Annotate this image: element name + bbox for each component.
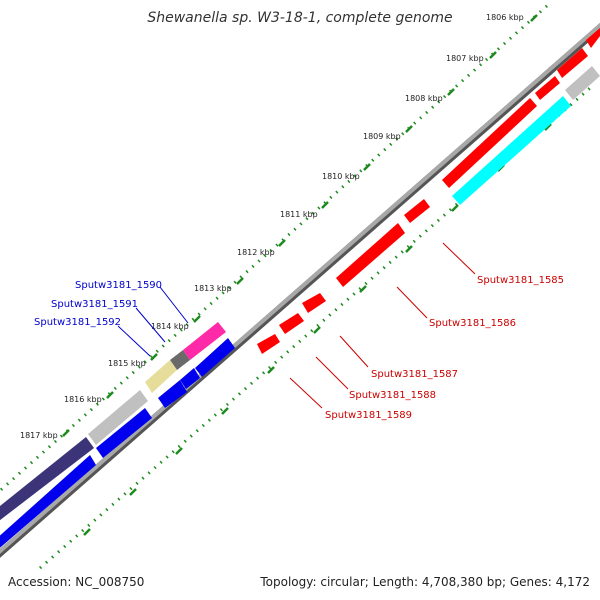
outer-major-ticks bbox=[62, 14, 538, 437]
gene-label-1588[interactable]: Sputw3181_1588 bbox=[349, 390, 436, 401]
kbp-label-1809: 1809 kbp bbox=[363, 132, 401, 141]
gene-dark-gray[interactable] bbox=[170, 350, 190, 370]
outer-tick-row bbox=[0, 3, 549, 493]
kbp-label-1812: 1812 kbp bbox=[237, 248, 275, 257]
kbp-label-1806: 1806 kbp bbox=[486, 13, 524, 22]
gene-gray-left[interactable] bbox=[88, 390, 148, 445]
genome-backbone bbox=[0, 22, 600, 554]
kbp-label-1807: 1807 kbp bbox=[446, 54, 484, 63]
gene-magenta[interactable] bbox=[183, 322, 226, 360]
gene-red-2[interactable] bbox=[535, 76, 560, 100]
gene-gray-right[interactable] bbox=[565, 66, 600, 100]
gene-label-1585[interactable]: Sputw3181_1585 bbox=[477, 275, 564, 286]
inner-major-ticks bbox=[83, 123, 552, 536]
gene-label-1587[interactable]: Sputw3181_1587 bbox=[371, 369, 458, 380]
blue-leader-lines bbox=[117, 286, 189, 357]
gene-red-1585[interactable] bbox=[404, 199, 430, 223]
gene-blue-3[interactable] bbox=[158, 380, 187, 408]
accession-text: Accession: NC_008750 bbox=[8, 575, 145, 589]
kbp-label-1813: 1813 kbp bbox=[194, 284, 232, 293]
gene-yellow[interactable] bbox=[145, 360, 177, 393]
gene-label-1586[interactable]: Sputw3181_1586 bbox=[429, 318, 516, 329]
gene-label-1590[interactable]: Sputw3181_1590 bbox=[75, 280, 162, 291]
kbp-label-1816: 1816 kbp bbox=[64, 395, 102, 404]
gene-red-3[interactable] bbox=[557, 48, 588, 78]
kbp-label-1808: 1808 kbp bbox=[405, 94, 443, 103]
gene-cyan[interactable] bbox=[452, 96, 571, 205]
topology-summary: Topology: circular; Length: 4,708,380 bp… bbox=[260, 575, 590, 589]
kbp-label-1817: 1817 kbp bbox=[20, 431, 58, 440]
gene-navy[interactable] bbox=[0, 437, 94, 524]
map-title: Shewanella sp. W3-18-1, complete genome bbox=[147, 10, 453, 26]
gene-red-1589[interactable] bbox=[257, 334, 280, 354]
gene-red-1588[interactable] bbox=[279, 313, 304, 334]
gene-blue-4[interactable] bbox=[96, 408, 152, 458]
gene-red-1[interactable] bbox=[442, 98, 537, 188]
gene-blue-2[interactable] bbox=[180, 368, 200, 389]
red-leader-lines bbox=[289, 242, 476, 409]
gene-blue-1[interactable] bbox=[195, 338, 235, 377]
kbp-label-1811: 1811 kbp bbox=[280, 210, 318, 219]
gene-red-1586[interactable] bbox=[336, 223, 405, 287]
gene-label-1591[interactable]: Sputw3181_1591 bbox=[51, 299, 138, 310]
gene-label-1589[interactable]: Sputw3181_1589 bbox=[325, 410, 412, 421]
kbp-label-1815: 1815 kbp bbox=[108, 359, 146, 368]
gene-red-4[interactable] bbox=[586, 28, 600, 48]
gene-red-1587[interactable] bbox=[302, 293, 326, 313]
gene-blue-5[interactable] bbox=[0, 455, 96, 552]
gene-label-1592[interactable]: Sputw3181_1592 bbox=[34, 317, 121, 328]
kbp-label-1814: 1814 kbp bbox=[151, 322, 189, 331]
kbp-label-1810: 1810 kbp bbox=[322, 172, 360, 181]
